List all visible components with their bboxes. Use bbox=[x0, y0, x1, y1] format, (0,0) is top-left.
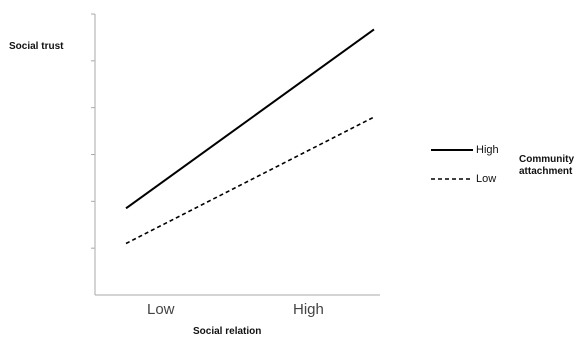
legend-title-line-1: Community bbox=[519, 154, 574, 165]
y-axis-ticks bbox=[91, 13, 95, 249]
legend-label-low: Low bbox=[476, 173, 497, 185]
legend-label-high: High bbox=[476, 144, 499, 156]
series-line-low bbox=[125, 116, 375, 245]
legend-title-line-2: attachment bbox=[519, 166, 573, 177]
x-tick-label-high: High bbox=[293, 301, 324, 318]
x-axis-label: Social relation bbox=[193, 326, 262, 337]
legend-title: Community attachment bbox=[519, 154, 579, 178]
series-line-high bbox=[125, 28, 375, 210]
x-tick-label-low: Low bbox=[147, 301, 175, 318]
series-lines bbox=[125, 28, 375, 245]
y-axis-label: Social trust bbox=[9, 41, 64, 52]
legend-lines bbox=[431, 149, 473, 180]
